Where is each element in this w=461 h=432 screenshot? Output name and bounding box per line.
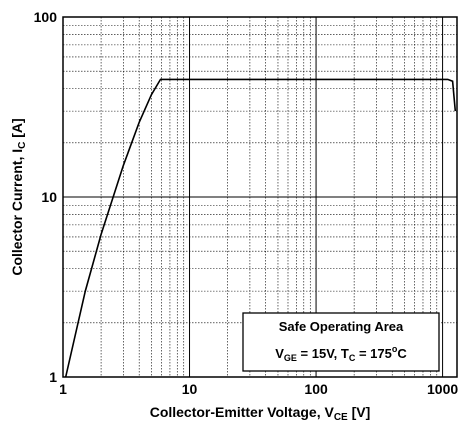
y-axis-label: Collector Current, IC [A] bbox=[9, 118, 28, 275]
x-axis-label: Collector-Emitter Voltage, VCE [V] bbox=[150, 404, 371, 423]
x-axis-label-unit: [V] bbox=[348, 404, 371, 420]
y-axis-label-unit: [A] bbox=[9, 118, 25, 141]
x-axis-label-main: Collector-Emitter Voltage, V bbox=[150, 404, 335, 420]
x-axis-label-sub: CE bbox=[334, 412, 348, 423]
soa-curve bbox=[64, 78, 457, 378]
y-axis-label-sub: C bbox=[17, 142, 28, 149]
x-tick-label: 1000 bbox=[427, 381, 458, 397]
annotation-vge-sub: GE bbox=[284, 353, 297, 363]
annotation-end: C bbox=[397, 346, 407, 361]
y-tick-label: 1 bbox=[49, 369, 57, 385]
annotation-line2: VGE = 15V, TC = 175oC bbox=[275, 344, 407, 363]
annotation-frame bbox=[242, 312, 440, 372]
annotation-eq: = 175 bbox=[355, 346, 392, 361]
annotation-box: Safe Operating Area VGE = 15V, TC = 175o… bbox=[242, 312, 440, 372]
x-tick-label: 10 bbox=[182, 381, 198, 397]
annotation-line1: Safe Operating Area bbox=[279, 319, 404, 334]
x-tick-labels: 1 10 100 1000 bbox=[59, 381, 458, 397]
major-grid bbox=[63, 17, 457, 377]
x-tick-label: 1 bbox=[59, 381, 67, 397]
annotation-v: V bbox=[275, 346, 284, 361]
plot-frame bbox=[62, 16, 458, 378]
y-tick-label: 10 bbox=[41, 189, 57, 205]
y-axis-label-main: Collector Current, I bbox=[9, 149, 25, 276]
annotation-tc-sub: C bbox=[349, 353, 356, 363]
annotation-degree: o bbox=[392, 344, 398, 354]
x-tick-label: 100 bbox=[304, 381, 328, 397]
y-tick-labels: 1 10 100 bbox=[34, 9, 58, 385]
annotation-mid: = 15V, T bbox=[297, 346, 349, 361]
y-tick-label: 100 bbox=[34, 9, 58, 25]
